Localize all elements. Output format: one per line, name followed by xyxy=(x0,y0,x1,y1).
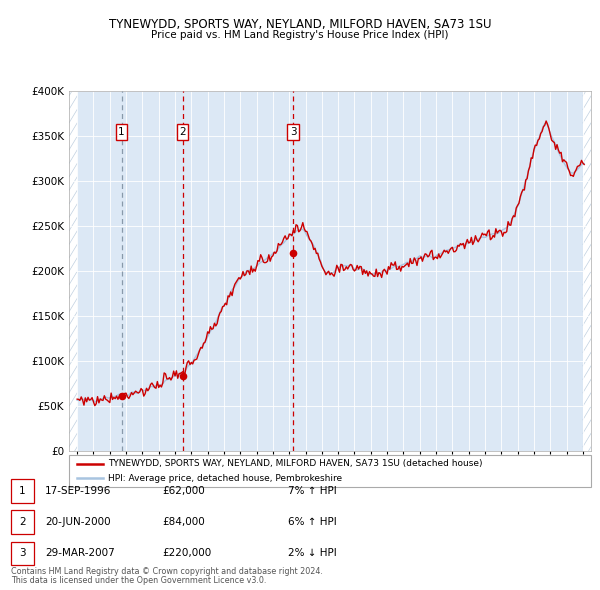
Text: 1: 1 xyxy=(118,127,125,137)
Text: £84,000: £84,000 xyxy=(162,517,205,527)
Text: £62,000: £62,000 xyxy=(162,486,205,496)
Text: 2% ↓ HPI: 2% ↓ HPI xyxy=(288,549,337,558)
Text: Price paid vs. HM Land Registry's House Price Index (HPI): Price paid vs. HM Land Registry's House … xyxy=(151,30,449,40)
Text: £220,000: £220,000 xyxy=(162,549,211,558)
Text: 2: 2 xyxy=(19,517,26,527)
Text: 7% ↑ HPI: 7% ↑ HPI xyxy=(288,486,337,496)
Text: This data is licensed under the Open Government Licence v3.0.: This data is licensed under the Open Gov… xyxy=(11,576,266,585)
Text: TYNEWYDD, SPORTS WAY, NEYLAND, MILFORD HAVEN, SA73 1SU (detached house): TYNEWYDD, SPORTS WAY, NEYLAND, MILFORD H… xyxy=(108,460,482,468)
Text: 29-MAR-2007: 29-MAR-2007 xyxy=(45,549,115,558)
FancyBboxPatch shape xyxy=(69,455,591,487)
Text: Contains HM Land Registry data © Crown copyright and database right 2024.: Contains HM Land Registry data © Crown c… xyxy=(11,568,323,576)
Text: HPI: Average price, detached house, Pembrokeshire: HPI: Average price, detached house, Pemb… xyxy=(108,474,342,483)
Text: 1: 1 xyxy=(19,486,26,496)
Text: 2: 2 xyxy=(179,127,186,137)
Text: 6% ↑ HPI: 6% ↑ HPI xyxy=(288,517,337,527)
Text: 17-SEP-1996: 17-SEP-1996 xyxy=(45,486,112,496)
Text: 3: 3 xyxy=(19,549,26,558)
Bar xyxy=(583,91,591,451)
Bar xyxy=(69,91,77,451)
Text: 3: 3 xyxy=(290,127,296,137)
Text: 20-JUN-2000: 20-JUN-2000 xyxy=(45,517,110,527)
Text: TYNEWYDD, SPORTS WAY, NEYLAND, MILFORD HAVEN, SA73 1SU: TYNEWYDD, SPORTS WAY, NEYLAND, MILFORD H… xyxy=(109,18,491,31)
